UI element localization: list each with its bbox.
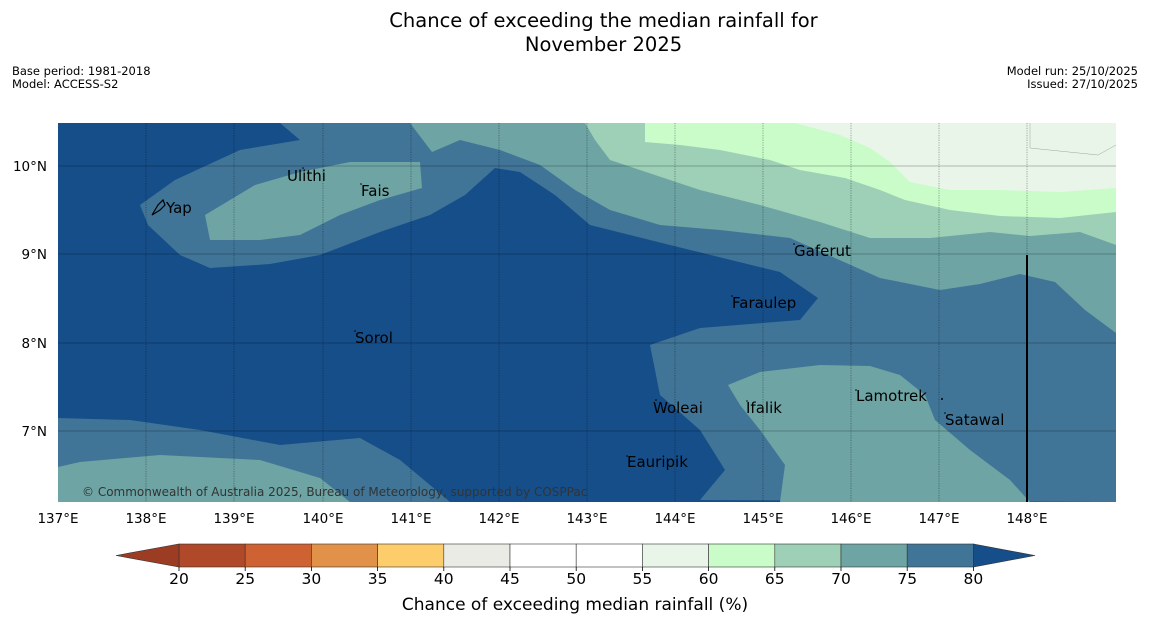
colorbar-segment xyxy=(708,543,776,568)
contour-55 xyxy=(795,123,1116,192)
meta-right: Model run: 25/10/2025 Issued: 27/10/2025 xyxy=(1007,65,1138,91)
colorbar-tick-label: 55 xyxy=(633,570,653,588)
colorbar-over-arrow xyxy=(973,543,1036,568)
lat-tick-labels: 10°N 9°N 8°N 7°N xyxy=(13,159,47,440)
lon-tick: 143°E xyxy=(566,511,607,527)
lon-tick: 142°E xyxy=(478,511,519,527)
title-line-2: November 2025 xyxy=(524,33,683,56)
place-sorol: Sorol xyxy=(355,329,393,347)
colorbar-tick-label: 80 xyxy=(964,570,984,588)
lon-tick: 140°E xyxy=(302,511,343,527)
colorbar-segment xyxy=(443,543,511,568)
lat-tick: 8°N xyxy=(22,336,47,352)
lat-tick: 7°N xyxy=(22,424,47,440)
place-eauripik: Eauripik xyxy=(627,453,688,471)
colorbar-segment xyxy=(575,543,643,568)
lat-tick: 10°N xyxy=(13,159,47,175)
lon-tick: 141°E xyxy=(390,511,431,527)
colorbar-tick-label: 75 xyxy=(897,570,917,588)
place-satawal: Satawal xyxy=(945,411,1004,429)
colorbar-segment xyxy=(840,543,908,568)
gridlines xyxy=(145,123,1028,502)
colorbar-tick-label: 40 xyxy=(434,570,454,588)
colorbar-segment xyxy=(178,543,246,568)
issued-date: Issued: 27/10/2025 xyxy=(1027,77,1138,91)
place-woleai: Woleai xyxy=(653,399,703,417)
title-line-1: Chance of exceeding the median rainfall … xyxy=(389,9,818,32)
lat-tick: 9°N xyxy=(22,247,47,263)
colorbar-tick-label: 50 xyxy=(566,570,586,588)
lon-tick: 137°E xyxy=(37,511,78,527)
contour-70-west xyxy=(205,162,422,240)
lon-tick: 139°E xyxy=(213,511,254,527)
place-ulithi: Ulithi xyxy=(287,167,326,185)
colorbar-segment xyxy=(774,543,842,568)
colorbar-tick-label: 30 xyxy=(302,570,322,588)
colorbar-segment xyxy=(244,543,312,568)
colorbar-tick-label: 70 xyxy=(831,570,851,588)
place-lamotrek: Lamotrek xyxy=(856,387,927,405)
colorbar-under-arrow xyxy=(115,543,180,568)
colorbar-tick-label: 25 xyxy=(235,570,255,588)
island-dots xyxy=(302,167,946,457)
lon-tick-labels: 137°E 138°E 139°E 140°E 141°E 142°E 143°… xyxy=(37,511,1047,527)
place-faraulep: Faraulep xyxy=(732,294,796,312)
place-ifalik: Ifalik xyxy=(746,399,782,417)
copyright-notice: © Commonwealth of Australia 2025, Bureau… xyxy=(82,485,587,499)
colorbar-tick-label: 45 xyxy=(500,570,520,588)
colorbar-tick-label: 60 xyxy=(699,570,719,588)
colorbar-tick-label: 65 xyxy=(765,570,785,588)
lon-tick: 145°E xyxy=(742,511,783,527)
meta-left: Base period: 1981-2018 Model: ACCESS-S2 xyxy=(12,65,151,91)
lat-gridlines xyxy=(58,165,1116,432)
colorbar-segment xyxy=(377,543,445,568)
lon-tick: 148°E xyxy=(1006,511,1047,527)
lon-tick: 144°E xyxy=(654,511,695,527)
base-period: Base period: 1981-2018 xyxy=(12,64,151,78)
lon-tick: 146°E xyxy=(830,511,871,527)
model-name: Model: ACCESS-S2 xyxy=(12,77,119,91)
contour-70-south xyxy=(728,365,1030,502)
place-gaferut: Gaferut xyxy=(794,242,851,260)
map-title: Chance of exceeding the median rainfall … xyxy=(0,9,1150,57)
yap-island xyxy=(151,198,166,216)
map-area: Yap Ulithi Fais Gaferut Faraulep Sorol W… xyxy=(58,123,1116,502)
place-yap: Yap xyxy=(165,199,192,217)
colorbar: 20 25 30 35 40 45 50 55 60 65 70 75 80 xyxy=(115,543,1036,588)
place-fais: Fais xyxy=(361,182,390,200)
colorbar-segment xyxy=(906,543,974,568)
lon-tick: 147°E xyxy=(918,511,959,527)
colorbar-title: Chance of exceeding median rainfall (%) xyxy=(402,595,748,615)
colorbar-segment xyxy=(642,543,709,568)
contour-70-sw xyxy=(58,455,350,502)
contour-55-edge xyxy=(1029,123,1116,156)
lon-tick: 138°E xyxy=(125,511,166,527)
colorbar-tick-label: 35 xyxy=(368,570,388,588)
colorbar-segment xyxy=(311,543,378,568)
colorbar-tick-label: 20 xyxy=(169,570,189,588)
colorbar-segment xyxy=(509,543,577,568)
model-run: Model run: 25/10/2025 xyxy=(1006,64,1138,78)
